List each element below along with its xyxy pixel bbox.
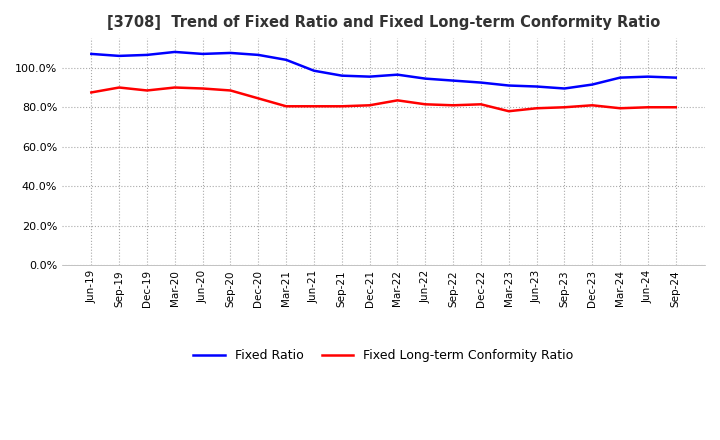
Fixed Ratio [254,52,263,58]
Fixed Long-term Conformity Ratio [198,86,207,91]
Fixed Long-term Conformity Ratio [338,104,346,109]
Fixed Long-term Conformity Ratio [616,106,624,111]
Line: Fixed Ratio: Fixed Ratio [91,52,676,88]
Fixed Ratio [588,82,597,87]
Fixed Ratio [449,78,457,83]
Fixed Ratio [532,84,541,89]
Fixed Ratio [421,76,430,81]
Fixed Ratio [560,86,569,91]
Fixed Long-term Conformity Ratio [393,98,402,103]
Fixed Ratio [365,74,374,79]
Fixed Long-term Conformity Ratio [505,109,513,114]
Fixed Long-term Conformity Ratio [87,90,96,95]
Fixed Ratio [644,74,652,79]
Fixed Ratio [338,73,346,78]
Fixed Ratio [198,51,207,57]
Fixed Long-term Conformity Ratio [310,104,318,109]
Title: [3708]  Trend of Fixed Ratio and Fixed Long-term Conformity Ratio: [3708] Trend of Fixed Ratio and Fixed Lo… [107,15,660,30]
Fixed Long-term Conformity Ratio [672,105,680,110]
Fixed Long-term Conformity Ratio [365,103,374,108]
Fixed Ratio [310,68,318,73]
Fixed Ratio [672,75,680,80]
Fixed Long-term Conformity Ratio [477,102,485,107]
Fixed Long-term Conformity Ratio [560,105,569,110]
Fixed Long-term Conformity Ratio [226,88,235,93]
Fixed Ratio [226,50,235,55]
Fixed Ratio [171,49,179,55]
Line: Fixed Long-term Conformity Ratio: Fixed Long-term Conformity Ratio [91,88,676,111]
Fixed Long-term Conformity Ratio [143,88,151,93]
Fixed Ratio [282,57,290,62]
Legend: Fixed Ratio, Fixed Long-term Conformity Ratio: Fixed Ratio, Fixed Long-term Conformity … [189,344,579,367]
Fixed Ratio [616,75,624,80]
Fixed Long-term Conformity Ratio [115,85,124,90]
Fixed Ratio [477,80,485,85]
Fixed Long-term Conformity Ratio [171,85,179,90]
Fixed Long-term Conformity Ratio [254,96,263,101]
Fixed Ratio [143,52,151,58]
Fixed Long-term Conformity Ratio [532,106,541,111]
Fixed Ratio [505,83,513,88]
Fixed Ratio [393,72,402,77]
Fixed Long-term Conformity Ratio [449,103,457,108]
Fixed Ratio [115,53,124,59]
Fixed Long-term Conformity Ratio [588,103,597,108]
Fixed Long-term Conformity Ratio [282,104,290,109]
Fixed Long-term Conformity Ratio [644,105,652,110]
Fixed Ratio [87,51,96,57]
Fixed Long-term Conformity Ratio [421,102,430,107]
